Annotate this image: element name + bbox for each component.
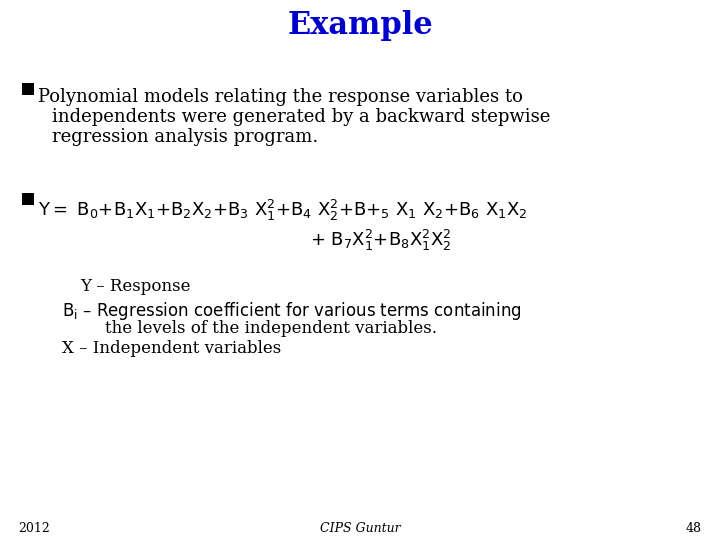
Text: $\mathrm{Y{=}\ B_0{+}B_1X_1{+}B_2X_2{+}B_3\ X_1^{2}{+}B_4\ X_2^{2}{+}B{+}_5\ X_1: $\mathrm{Y{=}\ B_0{+}B_1X_1{+}B_2X_2{+}B… xyxy=(38,198,528,223)
Text: Y – Response: Y – Response xyxy=(80,278,191,295)
Text: 2012: 2012 xyxy=(18,522,50,535)
Bar xyxy=(22,193,34,205)
Text: $\mathrm{B_i}$ – Regression coefficient for various terms containing: $\mathrm{B_i}$ – Regression coefficient … xyxy=(62,300,521,322)
Text: 48: 48 xyxy=(686,522,702,535)
Text: Example: Example xyxy=(287,10,433,41)
Text: independents were generated by a backward stepwise: independents were generated by a backwar… xyxy=(52,108,550,126)
Bar xyxy=(22,83,34,95)
Text: Polynomial models relating the response variables to: Polynomial models relating the response … xyxy=(38,88,523,106)
Text: the levels of the independent variables.: the levels of the independent variables. xyxy=(105,320,437,337)
Text: $\mathrm{+\ B_7X_1^{2}{+}B_8X_1^{2}X_2^{2}}$: $\mathrm{+\ B_7X_1^{2}{+}B_8X_1^{2}X_2^{… xyxy=(310,228,451,253)
Text: regression analysis program.: regression analysis program. xyxy=(52,128,318,146)
Text: CIPS Guntur: CIPS Guntur xyxy=(320,522,400,535)
Text: X – Independent variables: X – Independent variables xyxy=(62,340,282,357)
